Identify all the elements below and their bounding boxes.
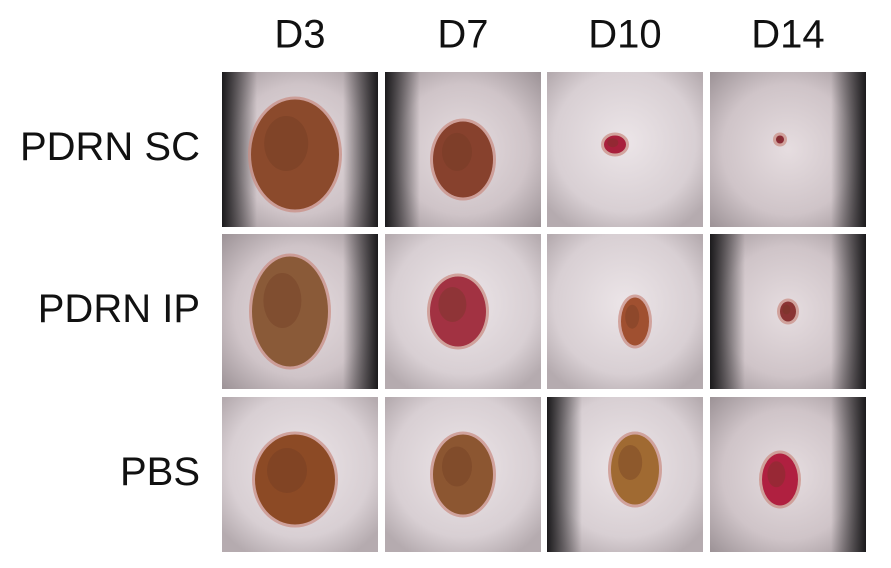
wound-texture (267, 448, 307, 493)
wound-photo (710, 397, 866, 552)
wound-photo (547, 72, 703, 227)
wound (433, 434, 493, 515)
wound-texture (442, 132, 472, 171)
column-label: D7 (437, 13, 488, 57)
wound-texture (264, 116, 309, 171)
wound-texture (782, 304, 791, 315)
wound (251, 99, 339, 210)
row-label: PBS (120, 450, 200, 494)
wound-texture (777, 136, 782, 141)
photo-shadow (831, 72, 866, 227)
wound (255, 434, 335, 525)
wound-photo (222, 234, 378, 389)
wound-photo (547, 234, 703, 389)
row-label: PDRN SC (20, 125, 200, 169)
photo-shadow (710, 234, 745, 389)
wound (621, 297, 649, 346)
wound-photo (710, 234, 866, 389)
wound (780, 301, 796, 322)
wound-texture (767, 461, 786, 488)
wound-photo (710, 72, 866, 227)
wound (762, 453, 798, 506)
wound-photo (222, 397, 378, 552)
wound-texture (438, 287, 467, 322)
photo-shadow (547, 397, 582, 552)
wound (604, 135, 626, 154)
wound (252, 256, 328, 367)
wound (430, 276, 486, 347)
column-label: D10 (588, 13, 661, 57)
wound-photo (222, 72, 378, 227)
photo-shadow (385, 72, 420, 227)
photo-shadow (343, 234, 378, 389)
wound-photo (385, 72, 541, 227)
wound-photo (547, 397, 703, 552)
column-label: D14 (751, 13, 824, 57)
row-label: PDRN IP (38, 287, 200, 331)
column-label: D3 (274, 13, 325, 57)
photo-shadow (831, 234, 866, 389)
wound-photo (385, 234, 541, 389)
photo-shadow (343, 72, 378, 227)
wound (433, 121, 493, 198)
wound-texture (625, 304, 640, 329)
wound (776, 135, 784, 144)
wound-photo (385, 397, 541, 552)
wound-texture (263, 273, 302, 328)
photo-shadow (831, 397, 866, 552)
wound (611, 434, 659, 505)
wound-texture (618, 445, 643, 480)
wound-texture (442, 446, 472, 487)
wound-texture (607, 138, 619, 148)
